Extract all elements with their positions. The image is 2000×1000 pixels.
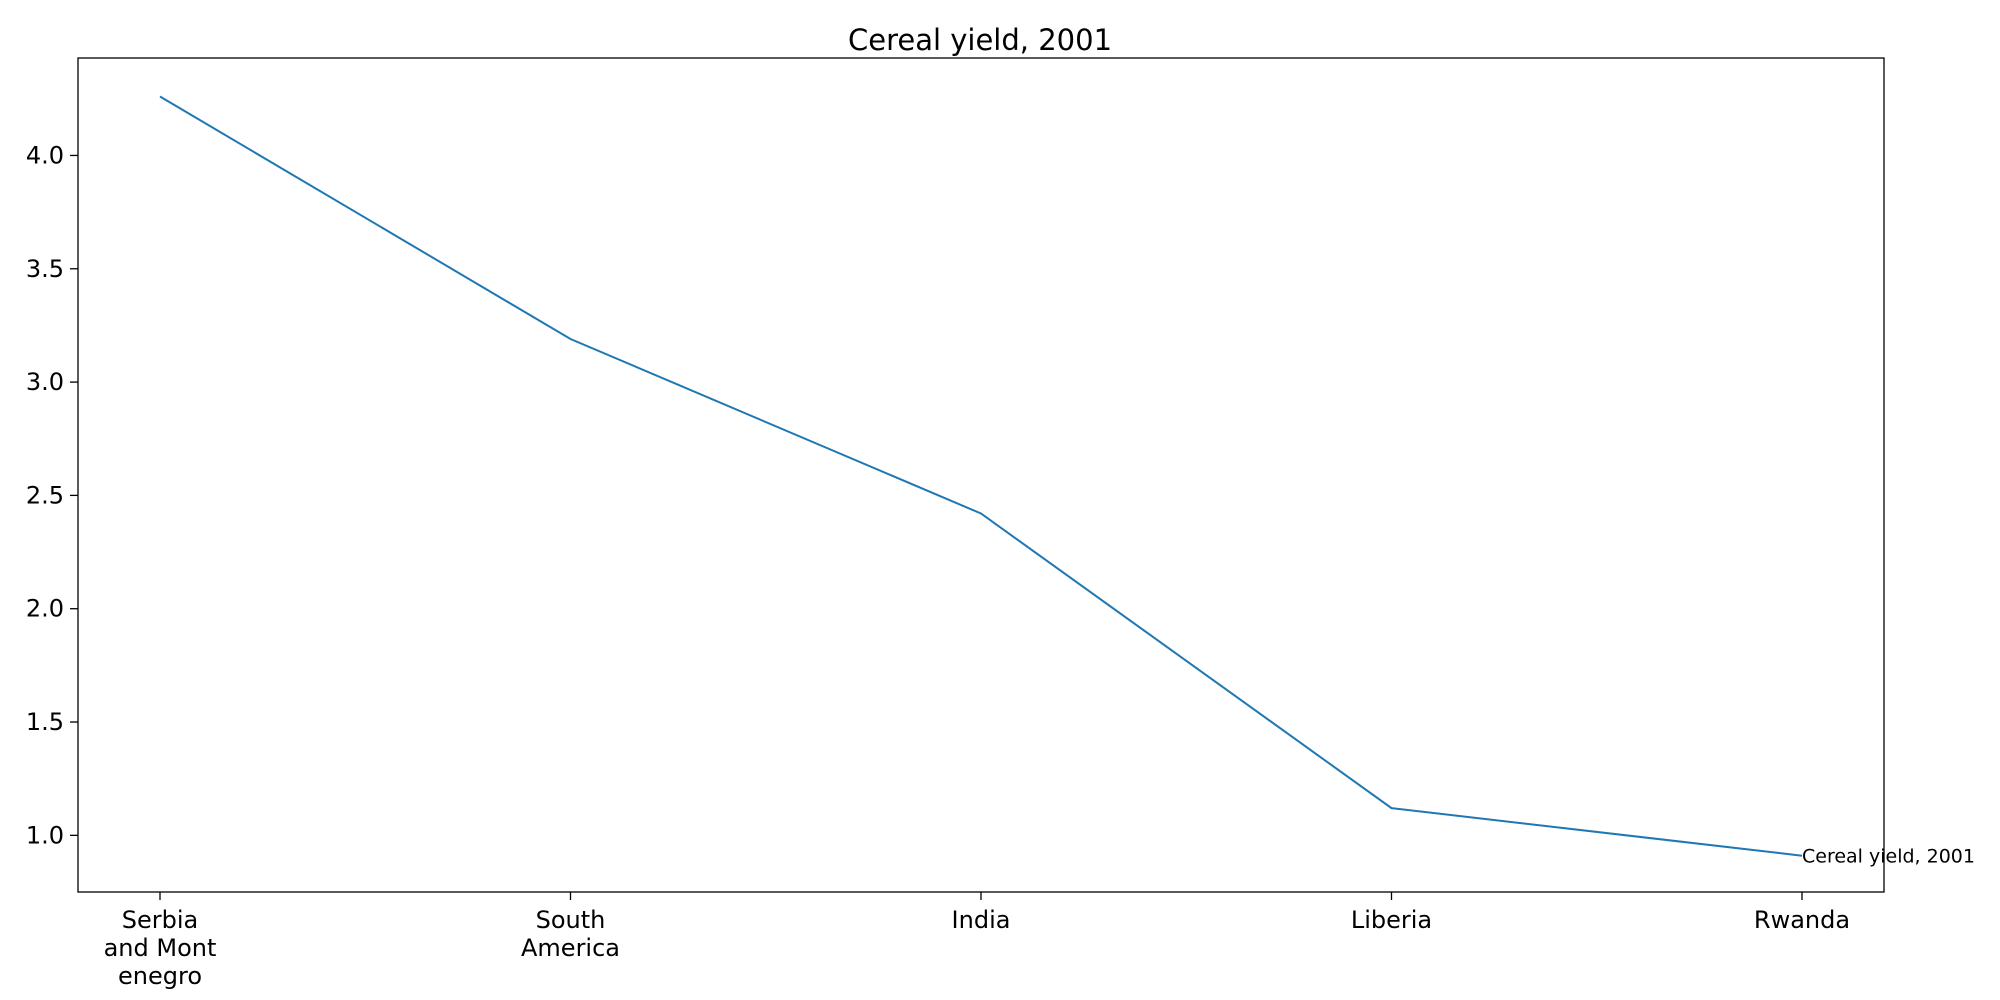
x-tick-label: India bbox=[952, 906, 1011, 934]
x-tick-label-line: Liberia bbox=[1351, 906, 1432, 934]
series-end-annotation: Cereal yield, 2001 bbox=[1802, 846, 1975, 868]
x-tick-label-line: America bbox=[521, 934, 620, 962]
x-tick-label-line: Serbia bbox=[122, 906, 198, 934]
x-tick-label: South America bbox=[521, 906, 620, 962]
series-layer bbox=[159, 95, 1803, 857]
series-line bbox=[159, 95, 1803, 857]
y-tick-label: 4.0 bbox=[26, 141, 64, 169]
chart-title: Cereal yield, 2001 bbox=[848, 23, 1112, 57]
x-tick-label-line: and Mont bbox=[104, 934, 217, 962]
x-tick-label-line: Rwanda bbox=[1754, 906, 1850, 934]
x-tick-label: Rwanda bbox=[1754, 906, 1850, 934]
y-tick-label: 2.0 bbox=[26, 595, 64, 623]
x-axis: Serbia and Mont enegro South America India Lib… bbox=[104, 892, 1850, 990]
y-axis: 1.0 1.5 2.0 2.5 3.0 3.5 4.0 bbox=[26, 141, 78, 849]
y-tick-label: 3.5 bbox=[26, 255, 64, 283]
y-tick-label: 1.5 bbox=[26, 708, 64, 736]
x-tick-label-line: India bbox=[952, 906, 1011, 934]
y-tick-label: 2.5 bbox=[26, 481, 64, 509]
y-tick-label: 1.0 bbox=[26, 821, 64, 849]
y-tick-label: 3.0 bbox=[26, 368, 64, 396]
x-tick-label-line: South bbox=[536, 906, 606, 934]
x-tick-label-line: enegro bbox=[118, 962, 202, 990]
x-tick-label: Liberia bbox=[1351, 906, 1432, 934]
plot-area-frame bbox=[77, 57, 1885, 893]
x-tick-label: Serbia and Mont enegro bbox=[104, 906, 217, 990]
